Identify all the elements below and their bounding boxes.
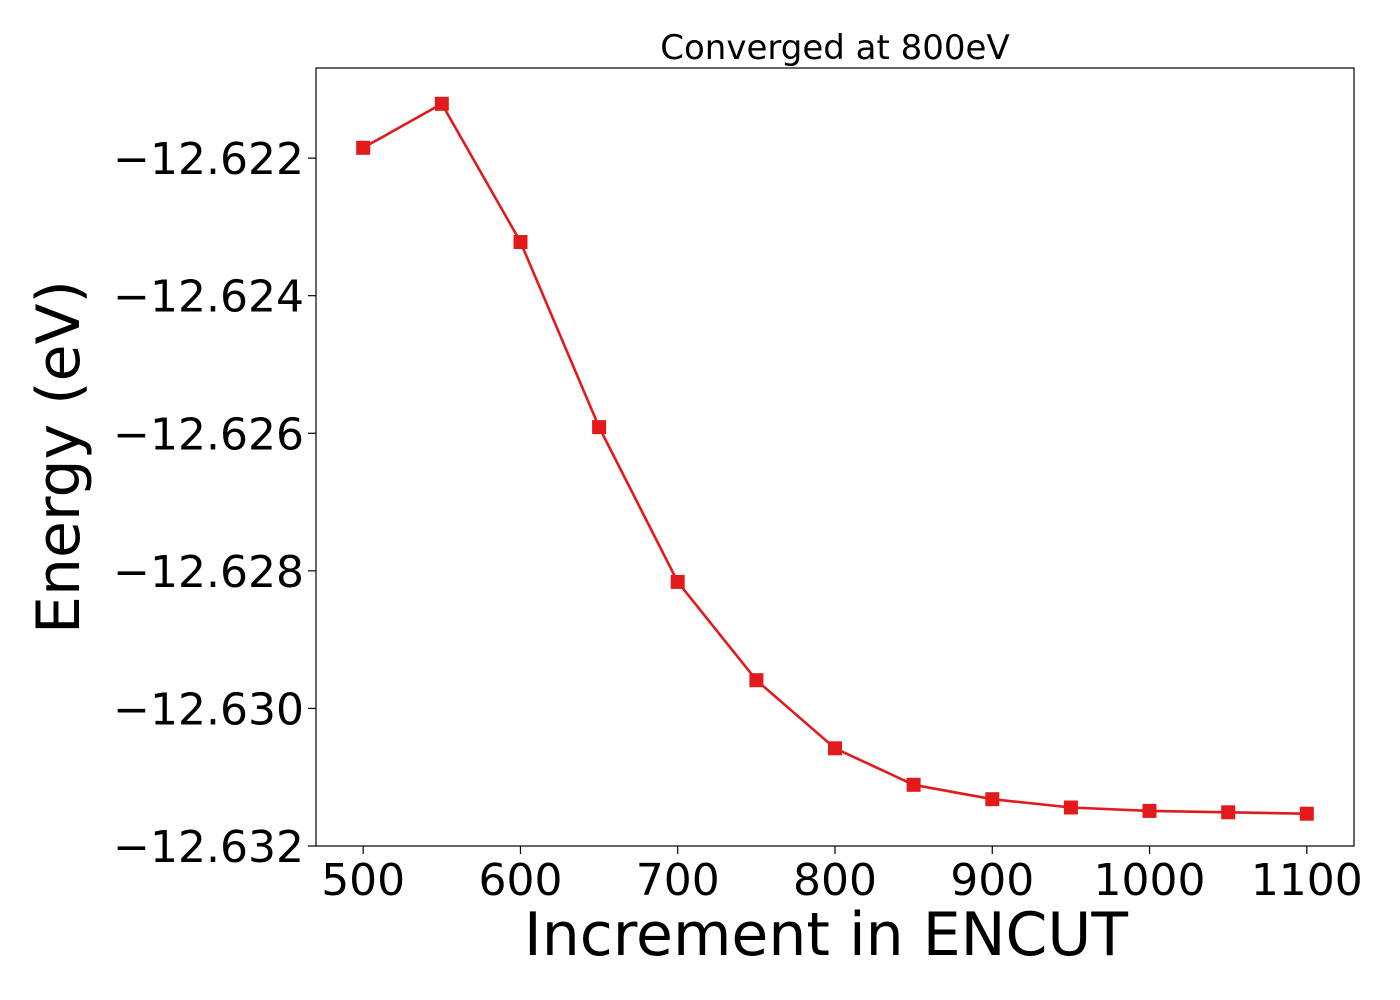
data-point <box>1142 803 1157 818</box>
data-point <box>670 574 685 589</box>
y-axis-label: Energy (eV) <box>24 280 94 634</box>
x-tick-label: 600 <box>478 855 562 906</box>
x-tick-label: 900 <box>950 855 1034 906</box>
chart-title: Converged at 800eV <box>660 28 1009 68</box>
data-point <box>592 420 607 435</box>
y-tick-label: −12.628 <box>113 547 304 598</box>
y-axis-ticks: −12.622 −12.624 −12.626 −12.628 −12.630 −12.6… <box>113 134 316 873</box>
y-tick-label: −12.632 <box>113 822 304 873</box>
y-tick-label: −12.626 <box>113 409 304 460</box>
plot-area-frame <box>315 67 1355 847</box>
series-layer <box>356 96 1314 821</box>
data-point <box>828 741 842 756</box>
data-point <box>434 96 449 111</box>
x-tick-label: 700 <box>636 855 720 906</box>
x-tick-label: 800 <box>793 855 877 906</box>
data-point <box>1063 800 1078 815</box>
data-point <box>906 777 921 792</box>
data-point <box>513 235 528 249</box>
y-tick-label: −12.624 <box>113 272 304 323</box>
y-tick-label: −12.622 <box>113 134 304 185</box>
data-point <box>1221 805 1236 820</box>
x-tick-label: 500 <box>321 855 405 906</box>
data-point <box>985 792 1000 807</box>
data-point <box>356 140 371 155</box>
data-point <box>1299 806 1314 821</box>
data-point <box>749 673 764 688</box>
y-tick-label: −12.630 <box>113 684 304 735</box>
x-axis-ticks: 500 600 700 800 900 1000 1100 <box>321 846 1363 906</box>
x-tick-label: 1100 <box>1251 855 1363 906</box>
x-axis-label: Increment in ENCUT <box>524 900 1128 970</box>
x-tick-label: 1000 <box>1094 855 1206 906</box>
